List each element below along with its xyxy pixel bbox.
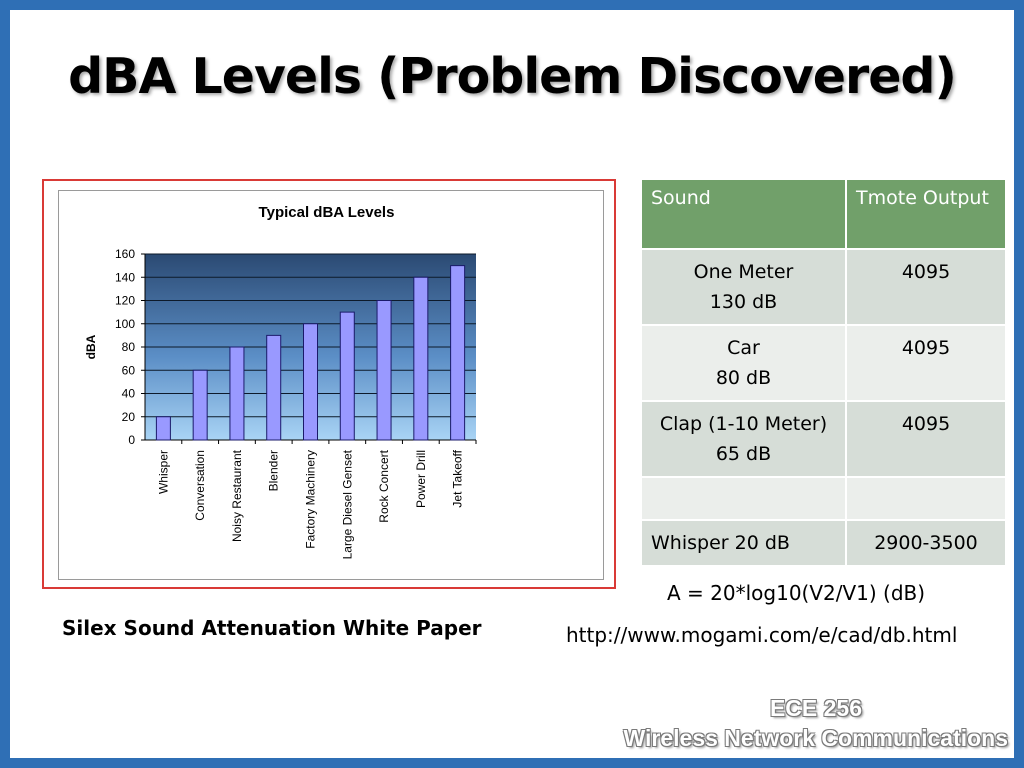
table-cell-sound: Whisper 20 dB: [640, 519, 847, 567]
x-tick-label: Rock Concert: [377, 449, 391, 522]
x-tick-label: Conversation: [193, 450, 207, 521]
column-header-sound: Sound: [640, 178, 847, 250]
table-row: Whisper 20 dB 2900-3500: [640, 519, 1007, 567]
x-tick-label: Whisper: [156, 450, 170, 494]
course-code: ECE 256: [769, 695, 862, 721]
sound-output-table: Sound Tmote Output One Meter 130 dB 4095 …: [640, 178, 1007, 567]
table-row: Car 80 dB 4095: [640, 324, 1007, 402]
sound-label: One Meter: [693, 261, 794, 283]
course-label: ECE 256 Wireless Network Communications: [624, 693, 1009, 753]
table-cell-sound: One Meter 130 dB: [640, 248, 847, 326]
chart-title: Typical dBA Levels: [259, 204, 395, 221]
table-cell-sound: [640, 476, 847, 521]
x-tick-label: Blender: [267, 450, 281, 491]
y-tick-label: 0: [128, 433, 135, 447]
bar: [339, 311, 355, 441]
slide: dBA Levels (Problem Discovered) Typical …: [10, 10, 1014, 758]
x-tick-label: Large Diesel Genset: [340, 449, 354, 559]
table-row: One Meter 130 dB 4095: [640, 248, 1007, 326]
table-cell-sound: Car 80 dB: [640, 324, 847, 402]
slide-title: dBA Levels (Problem Discovered): [68, 48, 957, 105]
bar: [192, 369, 208, 441]
y-tick-label: 20: [122, 410, 136, 424]
table-cell-output: 2900-3500: [845, 519, 1007, 567]
x-tick-label: Jet Takeoff: [451, 449, 465, 507]
table-cell-sound: Clap (1-10 Meter) 65 dB: [640, 400, 847, 478]
sound-label: Car: [727, 337, 760, 359]
decibel-formula: A = 20*log10(V2/V1) (dB): [667, 581, 926, 605]
source-caption: Silex Sound Attenuation White Paper: [62, 616, 482, 640]
bar-chart: Typical dBA Levels 0 20 40 60 80 100 120 140 160 d…: [84, 204, 477, 559]
bar: [229, 346, 245, 441]
x-tick-label: Noisy Restaurant: [230, 449, 244, 542]
reference-url: http://www.mogami.com/e/cad/db.html: [566, 623, 958, 647]
table-row: Clap (1-10 Meter) 65 dB 4095: [640, 400, 1007, 478]
bar: [266, 334, 282, 441]
sound-label: Clap (1-10 Meter): [659, 413, 828, 435]
bar: [376, 300, 392, 441]
table-cell-output: [845, 476, 1007, 521]
table-cell-output: 4095: [845, 324, 1007, 402]
chart-image-frame: Typical dBA Levels 0 20 40 60 80 100 120 140 160 d…: [42, 179, 616, 589]
x-tick-label: Power Drill: [414, 450, 428, 508]
y-tick-label: 140: [115, 270, 135, 284]
y-tick-label: 120: [115, 294, 135, 308]
y-tick-label: 40: [122, 387, 136, 401]
course-name: Wireless Network Communications: [623, 725, 1009, 751]
column-header-tmote-output: Tmote Output: [845, 178, 1007, 250]
table-cell-output: 4095: [845, 248, 1007, 326]
bar: [155, 416, 171, 441]
bar: [413, 276, 429, 441]
sound-level: 80 dB: [715, 367, 772, 389]
table-row: [640, 476, 1007, 521]
y-axis-label: dBA: [84, 334, 98, 359]
sound-level: 65 dB: [715, 443, 772, 465]
y-tick-label: 160: [115, 247, 135, 261]
chart-area: Typical dBA Levels 0 20 40 60 80 100 120 140 160 d…: [58, 190, 604, 580]
table-header-row: Sound Tmote Output: [640, 178, 1007, 250]
table-cell-output: 4095: [845, 400, 1007, 478]
bar: [303, 323, 318, 441]
y-tick-label: 60: [122, 363, 136, 377]
y-tick-label: 100: [115, 317, 135, 331]
sound-level: 130 dB: [709, 291, 778, 313]
x-tick-label: Factory Machinery: [304, 450, 318, 549]
y-tick-label: 80: [122, 340, 136, 354]
bar: [450, 265, 466, 441]
